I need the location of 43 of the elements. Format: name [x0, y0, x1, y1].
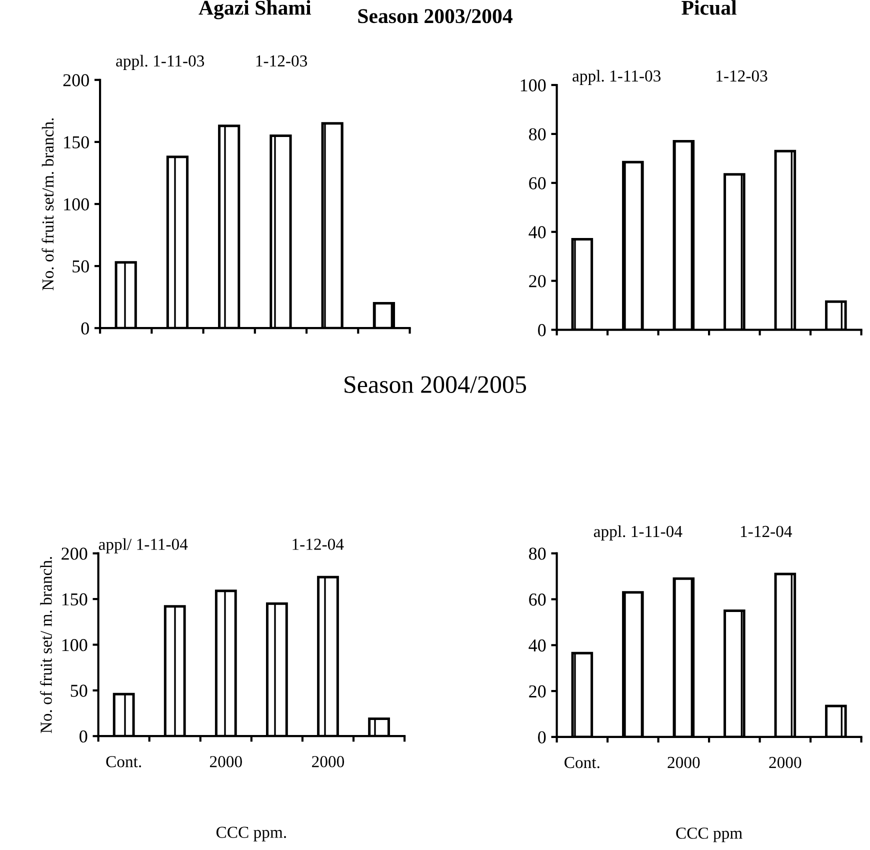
y-tick-label: 50	[70, 684, 88, 697]
y-tick-label: 0	[81, 322, 89, 335]
x-tick-label: 2000	[668, 756, 700, 768]
y-tick-label: 80	[529, 548, 546, 560]
y-axis-title: No. of fruit set/ m. branch.	[40, 556, 52, 734]
y-tick-label: 200	[63, 74, 89, 86]
y-tick-label: 40	[528, 639, 546, 652]
y-tick-label: 80	[529, 128, 546, 140]
x-tick-label: 2000	[312, 756, 344, 768]
text: 1-12-03	[716, 70, 768, 82]
text: appl. 1-11-03	[116, 54, 204, 70]
chart-subtitle: Season 2003/2004	[358, 9, 512, 24]
y-tick-label: 50	[72, 260, 89, 272]
text: appl. 1-11-04	[594, 525, 682, 540]
text: 1-12-04	[292, 538, 344, 550]
y-tick-label: 0	[538, 731, 546, 744]
text: 1-12-04	[740, 526, 792, 538]
chart-title: Agazi Shami	[198, 0, 312, 20]
y-axis-title: No. of fruit set/m. branch.	[42, 118, 54, 290]
y-tick-label: 60	[529, 177, 546, 190]
y-tick-label: 20	[529, 275, 546, 288]
y-tick-label: 100	[520, 79, 546, 92]
y-tick-label: 150	[64, 136, 89, 148]
y-tick-label: 0	[538, 324, 546, 336]
y-tick-label: 40	[528, 226, 546, 238]
x-tick-label: Cont.	[106, 756, 142, 768]
text: appl/ 1-11-04	[98, 538, 188, 554]
x-axis-title: CCC ppm	[676, 828, 742, 842]
x-tick-label: 2000	[210, 756, 242, 768]
chart-subtitle: Season 2004/2005	[344, 376, 526, 394]
y-tick-label: 20	[529, 685, 546, 698]
y-tick-label: 150	[62, 593, 88, 606]
x-tick-label: Cont.	[564, 756, 600, 768]
y-tick-label: 100	[62, 638, 88, 652]
text: appl. 1-11-03	[572, 70, 661, 85]
y-tick-label: 200	[62, 548, 88, 560]
y-tick-label: 0	[80, 730, 88, 743]
x-tick-label: 2000	[769, 756, 802, 768]
x-axis-title: CCC ppm.	[216, 826, 286, 842]
y-tick-label: 100	[64, 198, 89, 210]
text: 1-12-03	[256, 55, 308, 67]
y-tick-label: 60	[529, 594, 546, 606]
chart-title: Picual	[682, 0, 736, 15]
